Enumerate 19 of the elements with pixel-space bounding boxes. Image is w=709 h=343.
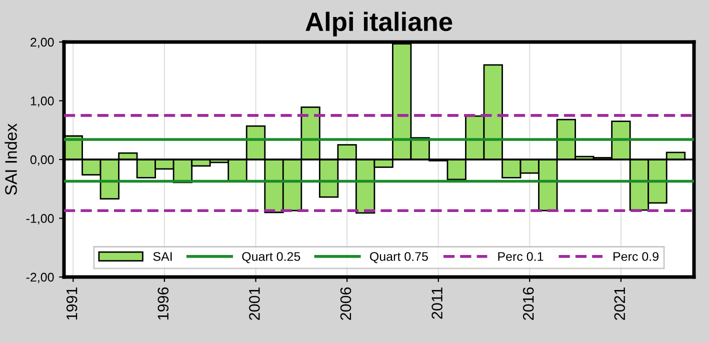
x-tick-label: 2001 — [249, 287, 260, 320]
legend-label: SAI — [153, 252, 172, 261]
x-tick-label: 2011 — [432, 287, 442, 319]
x-tick-label: 2021 — [614, 287, 626, 320]
legend-label: Perc 0.1 — [498, 252, 544, 261]
chart-title: Alpi italiane — [306, 12, 452, 36]
legend-label: Quart 0.75 — [370, 252, 428, 264]
y-tick-label: -1,00 — [26, 214, 54, 224]
x-tick-label: 2016 — [522, 287, 534, 320]
y-tick-label: 1,00 — [30, 96, 54, 107]
legend-label: Perc 0.9 — [614, 252, 658, 261]
x-tick-label: 2006 — [340, 287, 352, 320]
y-tick-label: -2,00 — [26, 272, 54, 284]
y-tick-label: 0,00 — [30, 155, 54, 166]
x-tick-label: 1991 — [66, 287, 78, 320]
legend-label: Quart 0.25 — [242, 252, 300, 264]
x-tick-label: 1996 — [158, 287, 169, 320]
y-tick-label: 2,00 — [30, 38, 54, 48]
y-axis-title: SAI Index — [4, 124, 17, 195]
